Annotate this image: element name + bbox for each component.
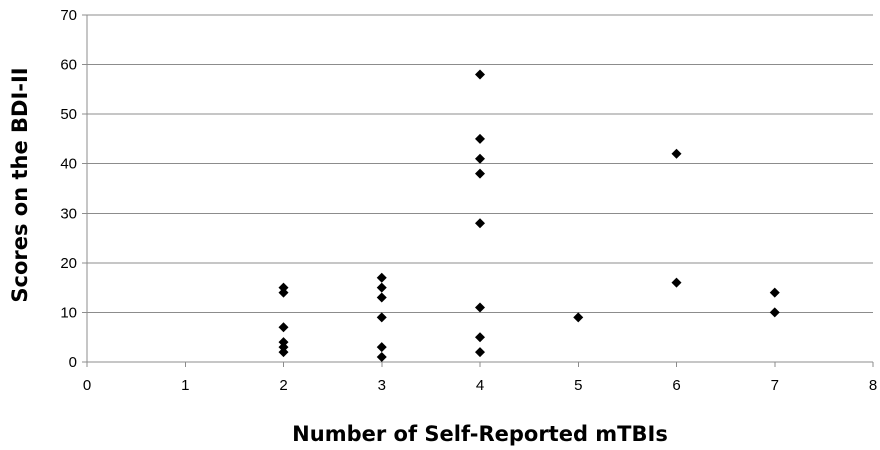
y-tick-label: 10 [60,304,77,321]
x-axis-title: Number of Self-Reported mTBIs [292,422,668,446]
data-point [376,282,387,293]
data-point [769,287,780,298]
axes [82,14,874,367]
x-tick-label: 5 [574,377,582,394]
data-point [475,69,485,80]
x-tick-label: 1 [181,377,189,394]
data-point [376,292,387,303]
data-point [573,312,584,323]
data-point [475,218,485,229]
data-point [475,153,485,164]
x-tick-label: 6 [672,377,680,394]
data-point [278,347,289,358]
data-point [475,332,485,343]
y-axis-title: Scores on the BDI-II [8,67,32,302]
x-tick-label: 2 [279,377,287,394]
data-point [475,168,485,179]
x-tick-label: 7 [771,377,779,394]
data-point [475,347,485,358]
data-points [278,69,780,363]
y-tick-labels: 0 10 20 30 40 50 60 70 [60,7,77,371]
data-point [376,312,387,323]
x-tick-labels: 0 1 2 3 4 5 6 7 8 [83,377,877,394]
y-tick-label: 30 [60,205,77,222]
x-tick-label: 0 [83,377,91,394]
y-tick-label: 50 [60,106,77,123]
y-tick-label: 70 [60,7,77,24]
y-tick-label: 20 [60,255,77,272]
x-tick-label: 3 [378,377,386,394]
gridlines [87,14,873,313]
data-point [278,287,289,298]
x-tick-label: 8 [869,377,877,394]
data-point [475,133,485,144]
data-point [671,148,682,159]
y-tick-label: 0 [69,354,77,371]
data-point [278,322,289,333]
data-point [769,307,780,318]
data-point [671,277,682,288]
y-tick-label: 40 [60,156,77,173]
data-point [376,342,387,353]
data-point [376,352,387,363]
y-tick-label: 60 [60,57,77,74]
data-point [376,272,387,283]
x-tick-label: 4 [476,377,484,394]
data-point [475,302,485,313]
